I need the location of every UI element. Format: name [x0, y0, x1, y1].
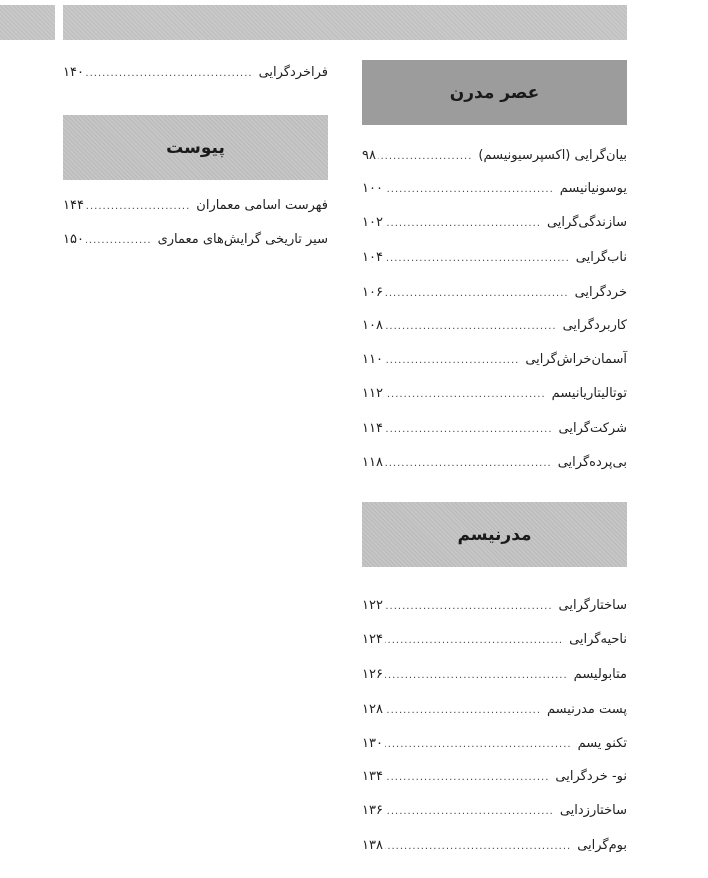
- toc-entry-label: فهرست اسامی معماران: [196, 198, 328, 213]
- toc-entry[interactable]: خردگرایی ۱۰۶: [362, 285, 627, 305]
- section-header-modernism: مدرنیسم: [362, 502, 627, 567]
- toc-entry[interactable]: یوسونیانیسم ۱۰۰: [362, 181, 627, 201]
- toc-entry-label: ناحیه‌گرایی: [569, 632, 627, 647]
- toc-entry-label: شرکت‌گرایی: [558, 421, 627, 436]
- toc-entry-page: ۹۸: [362, 148, 376, 163]
- toc-entry-page: ۱۲۸: [362, 702, 383, 717]
- toc-entry-page: ۱۱۴: [362, 421, 383, 436]
- toc-entry[interactable]: بیان‌گرایی (اکسپرسیونیسم) ۹۸: [362, 148, 627, 168]
- leader-dots: [86, 235, 152, 246]
- toc-entry-label: آسمان‌خراش‌گرایی: [525, 352, 627, 367]
- toc-entry-page: ۱۳۰: [362, 736, 383, 751]
- header-bar-decoration: [63, 5, 627, 40]
- leader-dots: [385, 288, 569, 299]
- toc-entry-label: نو- خردگرایی: [555, 769, 627, 784]
- toc-entry-label: متابولیسم: [573, 667, 627, 682]
- leader-dots: [385, 458, 552, 469]
- leader-dots: [385, 841, 571, 852]
- toc-entry-label: بی‌پرده‌گرایی: [557, 455, 627, 470]
- toc-entry[interactable]: سیر تاریخی گرایش‌های معماری ۱۵۰: [63, 232, 328, 252]
- leader-dots: [86, 68, 253, 79]
- toc-entry[interactable]: نو- خردگرایی ۱۳۴: [362, 769, 627, 789]
- toc-entry[interactable]: کاربردگرایی ۱۰۸: [362, 318, 627, 338]
- leader-dots: [385, 670, 568, 681]
- toc-entry-page: ۱۰۸: [362, 318, 383, 333]
- toc-entry-page: ۱۱۸: [362, 455, 383, 470]
- toc-entry[interactable]: فراخردگرایی ۱۴۰: [63, 65, 328, 85]
- toc-entry-label: تکنو یسم: [577, 736, 627, 751]
- leader-dots: [385, 424, 553, 435]
- section-header-appendix: پیوست: [63, 115, 328, 180]
- toc-entry-page: ۱۳۸: [362, 838, 383, 853]
- leader-dots: [378, 151, 472, 162]
- leader-dots: [385, 321, 557, 332]
- toc-entry-page: ۱۰۰: [362, 181, 383, 196]
- leader-dots: [385, 601, 553, 612]
- toc-entry-page: ۱۰۶: [362, 285, 383, 300]
- toc-entry-page: ۱۴۴: [63, 198, 84, 213]
- toc-entry-page: ۱۰۴: [362, 250, 383, 265]
- toc-entry[interactable]: بوم‌گرایی ۱۳۸: [362, 838, 627, 858]
- toc-entry-label: پست مدرنیسم: [547, 702, 627, 717]
- leader-dots: [385, 739, 572, 750]
- toc-entry[interactable]: شرکت‌گرایی ۱۱۴: [362, 421, 627, 441]
- toc-entry[interactable]: ناحیه‌گرایی ۱۲۴: [362, 632, 627, 652]
- leader-dots: [385, 389, 546, 400]
- toc-entry[interactable]: پست مدرنیسم ۱۲۸: [362, 702, 627, 722]
- section-header-modern-era: عصر مدرن: [362, 60, 627, 125]
- toc-entry[interactable]: سازندگی‌گرایی ۱۰۲: [362, 215, 627, 235]
- toc-entry-label: خردگرایی: [574, 285, 627, 300]
- toc-entry-page: ۱۲۶: [362, 667, 383, 682]
- leader-dots: [385, 772, 549, 783]
- toc-entry-label: سازندگی‌گرایی: [546, 215, 627, 230]
- toc-entry[interactable]: توتالیتاریانیسم ۱۱۲: [362, 386, 627, 406]
- leader-dots: [385, 355, 519, 366]
- leader-dots: [385, 705, 541, 716]
- header-bar-decoration-left: [0, 5, 55, 40]
- toc-entry-label: بیان‌گرایی (اکسپرسیونیسم): [478, 148, 627, 163]
- toc-entry[interactable]: ساختارگرایی ۱۲۲: [362, 598, 627, 618]
- leader-dots: [385, 253, 570, 264]
- toc-entry-label: یوسونیانیسم: [559, 181, 627, 196]
- toc-entry-page: ۱۲۲: [362, 598, 383, 613]
- leader-dots: [385, 218, 541, 229]
- toc-entry[interactable]: ساختارزدایی ۱۳۶: [362, 803, 627, 823]
- toc-entry-page: ۱۰۲: [362, 215, 383, 230]
- toc-entry-page: ۱۱۲: [362, 386, 383, 401]
- toc-entry[interactable]: آسمان‌خراش‌گرایی ۱۱۰: [362, 352, 627, 372]
- toc-entry-page: ۱۳۶: [362, 803, 383, 818]
- toc-entry-label: ناب‌گرایی: [575, 250, 627, 265]
- toc-entry-page: ۱۴۰: [63, 65, 84, 80]
- toc-entry[interactable]: ناب‌گرایی ۱۰۴: [362, 250, 627, 270]
- toc-entry[interactable]: متابولیسم ۱۲۶: [362, 667, 627, 687]
- toc-entry[interactable]: فهرست اسامی معماران ۱۴۴: [63, 198, 328, 218]
- leader-dots: [86, 201, 190, 212]
- toc-entry-page: ۱۳۴: [362, 769, 383, 784]
- toc-entry-label: فراخردگرایی: [258, 65, 328, 80]
- toc-entry-page: ۱۱۰: [362, 352, 383, 367]
- toc-entry-label: بوم‌گرایی: [577, 838, 627, 853]
- toc-entry-label: توتالیتاریانیسم: [551, 386, 627, 401]
- toc-entry[interactable]: تکنو یسم ۱۳۰: [362, 736, 627, 756]
- toc-entry-page: ۱۵۰: [63, 232, 84, 247]
- toc-entry-label: سیر تاریخی گرایش‌های معماری: [157, 232, 328, 247]
- toc-entry-label: کاربردگرایی: [562, 318, 627, 333]
- leader-dots: [385, 806, 554, 817]
- toc-entry-page: ۱۲۴: [362, 632, 383, 647]
- toc-entry-label: ساختارگرایی: [558, 598, 627, 613]
- toc-entry[interactable]: بی‌پرده‌گرایی ۱۱۸: [362, 455, 627, 475]
- toc-entry-label: ساختارزدایی: [559, 803, 627, 818]
- leader-dots: [385, 635, 563, 646]
- leader-dots: [385, 184, 554, 195]
